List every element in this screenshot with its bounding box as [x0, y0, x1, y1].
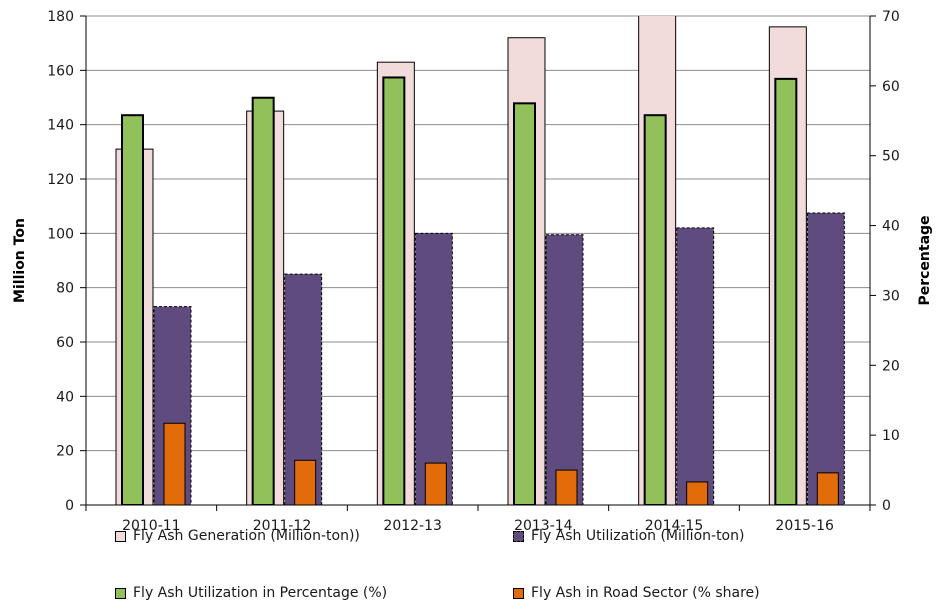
- y2-tick-label-7: 70: [882, 9, 900, 25]
- bar-s3-2012-13: [424, 462, 447, 505]
- legend-label-1: Fly Ash Utilization (Million-ton): [531, 528, 745, 544]
- legend-label-3: Fly Ash in Road Sector (% share): [531, 585, 760, 601]
- legend-swatch-3: [513, 587, 524, 599]
- y-tick-label-0: 0: [65, 498, 74, 514]
- y-tick-label-2: 40: [56, 389, 74, 405]
- bar-s2-2012-13: [382, 76, 406, 505]
- x-tick-label-2013-14: 2013-14: [514, 518, 573, 534]
- y2-axis-title: Percentage: [917, 215, 933, 305]
- bar-s3-2011-12: [294, 459, 317, 505]
- y-axis-title: Million Ton: [12, 218, 28, 303]
- bar-s2-2014-15: [643, 114, 667, 505]
- bar-s3-2013-14: [555, 469, 578, 505]
- y2-tick-label-5: 50: [882, 149, 900, 165]
- bar-s3-2015-16: [816, 472, 839, 505]
- y-tick-label-5: 100: [47, 226, 74, 242]
- y-tick-label-6: 120: [47, 172, 74, 188]
- bar-s2-2010-11: [121, 114, 144, 505]
- legend-swatch-1: [513, 530, 524, 542]
- bar-s2-2015-16: [774, 77, 798, 505]
- bar-s1-2014-15: [676, 227, 715, 505]
- y2-tick-label-4: 40: [882, 219, 900, 235]
- bar-s3-2010-11: [163, 422, 186, 505]
- legend-item-2: Fly Ash Utilization in Percentage (%): [115, 585, 387, 601]
- bar-s2-2011-12: [251, 96, 275, 505]
- legend-item-1: Fly Ash Utilization (Million-ton): [513, 528, 744, 544]
- legend-label-2: Fly Ash Utilization in Percentage (%): [133, 585, 388, 601]
- y2-tick-label-3: 30: [882, 288, 900, 304]
- y-tick-label-1: 20: [56, 444, 74, 460]
- x-tick-label-2015-16: 2015-16: [775, 518, 834, 534]
- x-tick-label-2014-15: 2014-15: [645, 518, 704, 534]
- legend-item-0: Fly Ash Generation (Million-ton)): [115, 528, 360, 544]
- bar-s1-2015-16: [806, 212, 845, 505]
- y-tick-label-9: 180: [47, 9, 74, 25]
- y-tick-label-3: 60: [56, 335, 74, 351]
- y-tick-label-7: 140: [47, 118, 74, 134]
- legend-item-3: Fly Ash in Road Sector (% share): [513, 585, 760, 601]
- y2-tick-label-1: 10: [882, 428, 900, 444]
- y-tick-label-4: 80: [56, 281, 74, 297]
- bar-s1-2013-14: [545, 234, 584, 505]
- y-tick-label-8: 160: [47, 63, 74, 79]
- bar-s3-2014-15: [686, 481, 709, 505]
- bars: [115, 16, 845, 505]
- y2-tick-label-0: 0: [882, 498, 891, 514]
- y2-tick-label-2: 20: [882, 358, 900, 374]
- gridlines: [86, 15, 870, 452]
- y2-tick-label-6: 60: [882, 79, 900, 95]
- axes: [80, 15, 876, 511]
- bar-s2-2013-14: [513, 102, 536, 505]
- legend-swatch-0: [115, 530, 126, 542]
- legend-swatch-2: [115, 587, 126, 599]
- x-tick-label-2012-13: 2012-13: [383, 518, 442, 534]
- legend-label-0: Fly Ash Generation (Million-ton)): [133, 528, 360, 544]
- tick-labels: 0 20 40 60 80 100 120 140 160 180 0 10 20 30 40 50 60 70 2…: [47, 9, 900, 534]
- x-tick-label-2010-11: 2010-11: [122, 518, 181, 534]
- x-tick-label-2011-12: 2011-12: [253, 518, 312, 534]
